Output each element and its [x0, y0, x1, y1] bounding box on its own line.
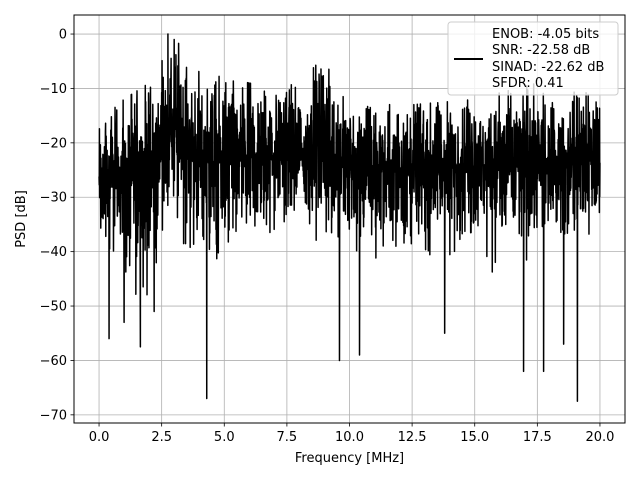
y-tick-label: −50	[40, 300, 67, 315]
x-tick-label: 0.0	[89, 430, 110, 445]
legend-entry-enob: ENOB: -4.05 bits	[492, 27, 599, 42]
y-tick-label: −40	[40, 245, 67, 260]
x-axis-ticks: 0.0 2.5 5.0 7.5 10.0 12.5 15.0 17.5 20.0	[89, 423, 614, 445]
x-tick-label: 10.0	[335, 430, 364, 445]
y-tick-label: −70	[40, 408, 67, 423]
x-tick-label: 7.5	[277, 430, 298, 445]
x-tick-label: 20.0	[585, 430, 614, 445]
psd-series-line	[98, 33, 601, 402]
legend-entry-sinad: SINAD: -22.62 dB	[492, 60, 604, 75]
y-tick-label: −30	[40, 191, 67, 206]
series-psd	[98, 33, 601, 402]
x-tick-label: 15.0	[460, 430, 489, 445]
x-tick-label: 17.5	[523, 430, 552, 445]
x-tick-label: 12.5	[398, 430, 427, 445]
legend-box	[447, 21, 619, 96]
y-tick-label: −10	[40, 82, 67, 97]
y-tick-label: −60	[40, 354, 67, 369]
y-tick-label: −20	[40, 136, 67, 151]
x-axis-label: Frequency [MHz]	[295, 451, 404, 466]
x-tick-label: 5.0	[214, 430, 235, 445]
x-tick-label: 2.5	[151, 430, 172, 445]
y-tick-label: 0	[59, 28, 67, 43]
y-axis-ticks: 0 −10 −20 −30 −40 −50 −60 −70	[40, 28, 74, 423]
legend-entry-sfdr: SFDR: 0.41	[492, 76, 564, 91]
legend-entry-snr: SNR: -22.58 dB	[492, 43, 590, 58]
y-axis-label: PSD [dB]	[14, 190, 29, 248]
legend: ENOB: -4.05 bits SNR: -22.58 dB SINAD: -…	[447, 21, 619, 96]
